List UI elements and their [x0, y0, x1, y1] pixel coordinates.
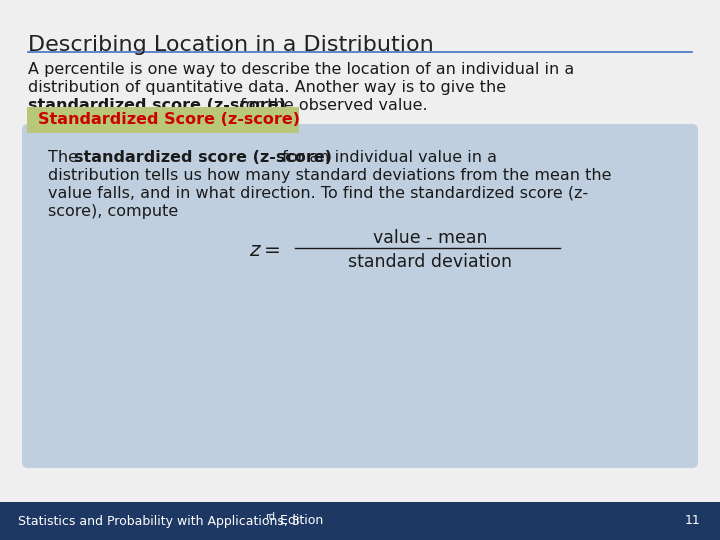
Text: standardized score (z-score): standardized score (z-score) — [28, 98, 286, 113]
Text: for the observed value.: for the observed value. — [235, 98, 428, 113]
Text: 11: 11 — [684, 515, 700, 528]
FancyBboxPatch shape — [22, 124, 698, 468]
Text: standardized score (z-score): standardized score (z-score) — [74, 150, 332, 165]
Text: distribution tells us how many standard deviations from the mean the: distribution tells us how many standard … — [48, 168, 611, 183]
Text: The: The — [48, 150, 83, 165]
Bar — [0, 502, 720, 540]
Text: score), compute: score), compute — [48, 204, 179, 219]
Text: for an individual value in a: for an individual value in a — [277, 150, 497, 165]
Text: A percentile is one way to describe the location of an individual in a: A percentile is one way to describe the … — [28, 62, 575, 77]
Text: Describing Location in a Distribution: Describing Location in a Distribution — [28, 35, 433, 55]
Text: standard deviation: standard deviation — [348, 253, 512, 271]
Text: value - mean: value - mean — [373, 229, 487, 247]
Text: Edition: Edition — [276, 515, 323, 528]
Text: value falls, and in what direction. To find the standardized score (z-: value falls, and in what direction. To f… — [48, 186, 588, 201]
Text: $z =$: $z =$ — [248, 240, 280, 260]
Text: Standardized Score (z-score): Standardized Score (z-score) — [38, 112, 300, 127]
Text: rd: rd — [265, 512, 275, 522]
FancyBboxPatch shape — [27, 107, 299, 133]
Text: distribution of quantitative data. Another way is to give the: distribution of quantitative data. Anoth… — [28, 80, 506, 95]
Text: Statistics and Probability with Applications, 3: Statistics and Probability with Applicat… — [18, 515, 300, 528]
